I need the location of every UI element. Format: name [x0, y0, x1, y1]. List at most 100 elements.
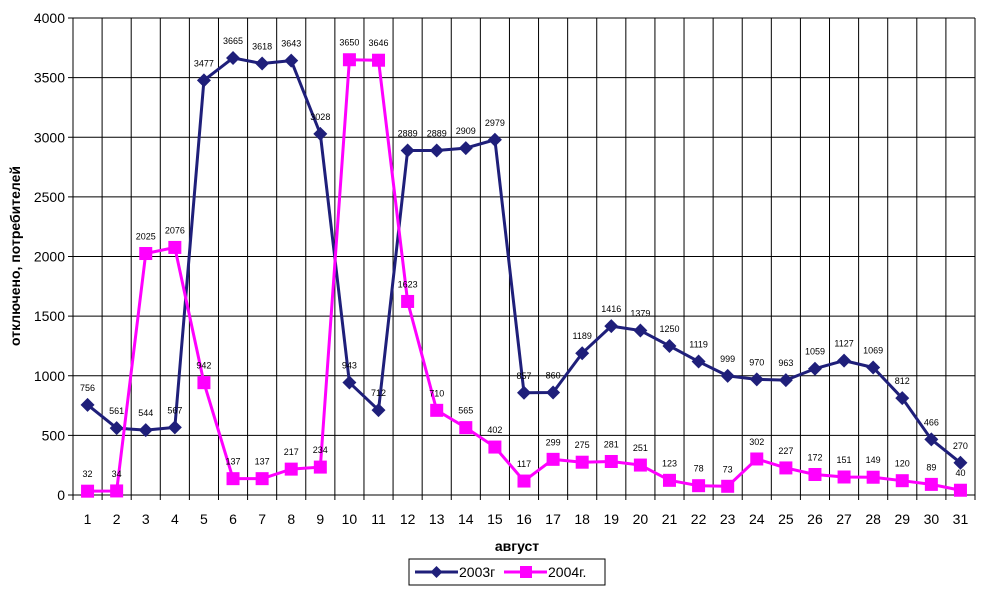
point-2004	[808, 467, 822, 481]
data-label-2004: 251	[633, 443, 648, 453]
data-label-2003: 2889	[398, 128, 418, 138]
point-2003	[546, 385, 561, 400]
x-tick-label: 27	[836, 511, 852, 527]
data-label-2003: 3477	[194, 58, 214, 68]
point-2004	[372, 53, 386, 67]
point-2003	[691, 354, 706, 369]
data-label-2004: 217	[284, 447, 299, 457]
x-tick-label: 25	[778, 511, 794, 527]
data-label-2004: 34	[112, 469, 122, 479]
point-2004	[721, 479, 735, 493]
point-2004	[633, 458, 647, 472]
point-2003	[720, 368, 735, 383]
legend-marker-2004	[520, 566, 532, 578]
data-label-2003: 2979	[485, 118, 505, 128]
x-tick-label: 31	[953, 511, 969, 527]
x-tick-label: 14	[458, 511, 474, 527]
data-label-2004: 3650	[339, 38, 359, 48]
data-label-2003: 1069	[863, 346, 883, 356]
data-label-2003: 466	[924, 417, 939, 427]
point-2003	[284, 53, 299, 68]
data-label-2003: 812	[895, 376, 910, 386]
y-tick-label: 4000	[34, 10, 65, 26]
point-2004	[197, 376, 211, 390]
data-label-2004: 117	[517, 459, 531, 469]
point-2003	[371, 403, 386, 418]
data-label-2004: 227	[778, 446, 793, 456]
point-2003	[429, 143, 444, 158]
point-2004	[226, 472, 240, 486]
point-2003	[80, 397, 95, 412]
point-2004	[750, 452, 764, 466]
x-tick-label: 4	[171, 511, 179, 527]
data-label-2003: 561	[109, 406, 124, 416]
data-label-2003: 3028	[310, 112, 330, 122]
point-2003	[226, 50, 241, 65]
x-tick-label: 3	[142, 511, 150, 527]
data-label-2003: 3643	[281, 39, 301, 49]
data-label-2003: 270	[953, 441, 968, 451]
x-tick-label: 19	[604, 511, 620, 527]
x-tick-label: 20	[633, 511, 649, 527]
data-label-2004: 402	[487, 425, 502, 435]
point-2004	[517, 474, 531, 488]
point-2003	[167, 420, 182, 435]
data-label-2003: 712	[371, 388, 386, 398]
y-tick-label: 3000	[34, 129, 65, 145]
data-label-2004: 40	[955, 468, 965, 478]
data-label-2003: 1379	[630, 309, 650, 319]
point-2004	[575, 455, 589, 469]
data-label-2003: 860	[546, 370, 561, 380]
x-tick-label: 5	[200, 511, 208, 527]
point-2003	[487, 132, 502, 147]
legend: 2003г 2004г.	[408, 558, 606, 586]
x-tick-label: 26	[807, 511, 823, 527]
point-2003	[953, 455, 968, 470]
point-2003	[400, 143, 415, 158]
y-tick-label: 500	[42, 427, 66, 443]
x-tick-label: 18	[574, 511, 590, 527]
data-label-2003: 1416	[601, 304, 621, 314]
x-tick-label: 11	[371, 511, 386, 527]
data-label-2004: 123	[662, 458, 677, 468]
data-label-2004: 137	[255, 457, 270, 467]
data-label-2004: 172	[807, 452, 822, 462]
x-tick-label: 29	[894, 511, 910, 527]
x-tick-label: 13	[429, 511, 445, 527]
point-2004	[546, 452, 560, 466]
point-2003	[633, 323, 648, 338]
point-2004	[342, 53, 356, 67]
data-label-2004: 78	[694, 464, 704, 474]
data-label-2003: 3618	[252, 42, 272, 52]
y-tick-label: 0	[57, 487, 65, 503]
point-2003	[342, 375, 357, 390]
data-label-2004: 710	[429, 388, 444, 398]
point-2003	[109, 421, 124, 436]
point-2003	[604, 319, 619, 334]
data-label-2004: 3646	[369, 38, 389, 48]
data-label-2003: 1189	[573, 331, 592, 341]
x-tick-label: 1	[84, 511, 92, 527]
point-2004	[139, 247, 153, 261]
data-label-2004: 302	[749, 437, 764, 447]
data-label-2004: 89	[926, 462, 936, 472]
x-tick-label: 6	[229, 511, 237, 527]
x-tick-label: 24	[749, 511, 765, 527]
point-2003	[517, 385, 531, 400]
point-2003	[255, 56, 270, 71]
x-tick-label: 30	[924, 511, 940, 527]
data-label-2004: 151	[837, 455, 852, 465]
data-label-2003: 3665	[223, 36, 243, 46]
data-label-2003: 1119	[689, 340, 708, 350]
point-2004	[692, 479, 706, 493]
series-layer	[80, 50, 968, 498]
x-tick-label: 7	[258, 511, 266, 527]
point-2003	[778, 373, 793, 388]
point-2004	[953, 483, 967, 497]
x-tick-label: 17	[545, 511, 561, 527]
legend-label-2004: 2004г.	[548, 564, 586, 580]
data-label-2004: 149	[866, 455, 881, 465]
data-label-2004: 2076	[165, 225, 185, 235]
